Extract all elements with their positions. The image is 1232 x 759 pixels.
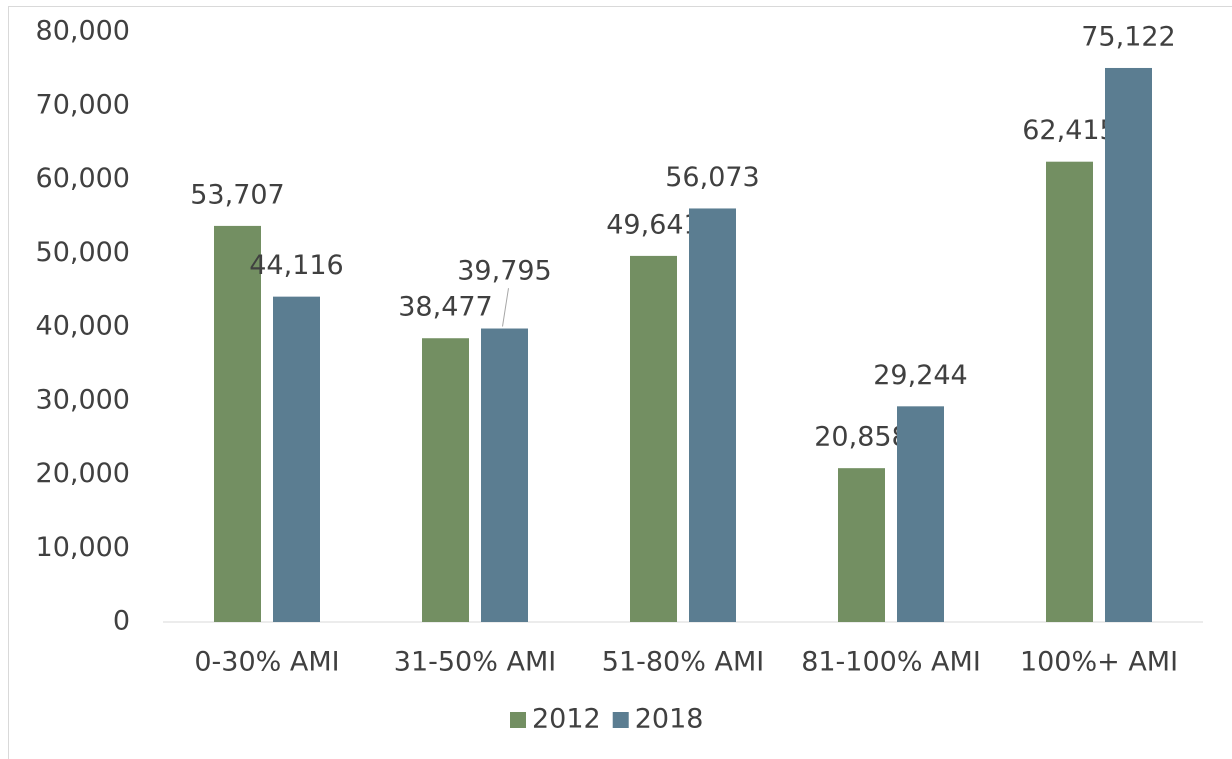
leader-line <box>502 288 509 327</box>
bar <box>481 328 528 622</box>
bar <box>422 338 469 622</box>
bar <box>897 406 944 622</box>
legend-swatch <box>510 712 526 728</box>
legend-swatch <box>612 712 629 728</box>
bar <box>214 225 261 622</box>
y-tick-label: 40,000 <box>36 311 130 342</box>
y-tick-label: 60,000 <box>36 163 130 194</box>
y-tick-label: 10,000 <box>36 532 130 563</box>
x-tick-label: 0-30% AMI <box>194 647 339 678</box>
data-label: 49,641 <box>606 209 700 240</box>
x-tick-label: 31-50% AMI <box>394 647 556 678</box>
legend-label: 2012 <box>532 704 601 735</box>
bar <box>630 255 677 622</box>
data-label: 39,795 <box>457 256 551 287</box>
x-tick-label: 100%+ AMI <box>1020 647 1178 678</box>
legend-label: 2018 <box>635 704 704 735</box>
y-tick-label: 30,000 <box>36 384 130 415</box>
bar <box>1105 67 1152 623</box>
x-tick-label: 81-100% AMI <box>801 647 981 678</box>
data-label: 62,415 <box>1022 115 1116 146</box>
bar <box>689 208 736 623</box>
data-label: 20,858 <box>814 422 908 453</box>
y-tick-label: 50,000 <box>36 237 130 268</box>
chart-frame <box>8 6 1232 759</box>
data-label: 29,244 <box>873 360 967 391</box>
y-tick-label: 0 <box>113 606 130 637</box>
bar <box>1046 161 1093 622</box>
data-label: 44,116 <box>249 250 343 281</box>
bar <box>273 296 320 622</box>
y-tick-label: 70,000 <box>36 89 130 120</box>
bar <box>838 468 885 622</box>
data-label: 56,073 <box>665 162 759 193</box>
data-label: 53,707 <box>190 179 284 210</box>
x-tick-label: 51-80% AMI <box>602 647 764 678</box>
data-label: 38,477 <box>398 292 492 323</box>
data-label: 75,122 <box>1081 21 1175 52</box>
y-tick-label: 80,000 <box>36 16 130 47</box>
y-tick-label: 20,000 <box>36 458 130 489</box>
